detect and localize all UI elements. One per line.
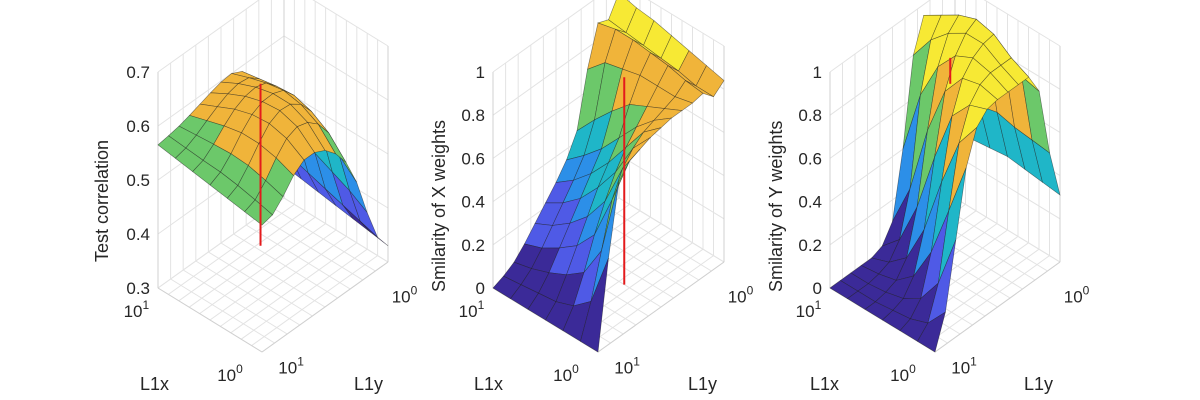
l1y-tick-label: 100 bbox=[728, 284, 754, 307]
l1y-tick-label: 101 bbox=[614, 355, 640, 378]
panel-x-weights: 0 0.2 0.4 0.6 0.8 1 101 100 101 100 Smilarity of … bbox=[429, 0, 754, 394]
box-edge bbox=[261, 261, 389, 353]
floor-grid-line bbox=[220, 235, 347, 327]
z-tick-label: 0.6 bbox=[126, 117, 150, 136]
l1x-tick-label: 100 bbox=[553, 362, 579, 385]
floor-grid-line bbox=[271, 206, 376, 272]
floor-grid-line bbox=[258, 215, 364, 281]
floor-grid-line bbox=[233, 233, 338, 299]
panel-0-xlabel: L1x bbox=[140, 374, 169, 394]
z-tick-label: 0 bbox=[813, 279, 822, 298]
panel-1-surface bbox=[492, 0, 725, 353]
panel-2-surface bbox=[829, 14, 1061, 353]
l1y-tick-label: 100 bbox=[1064, 284, 1090, 307]
surface-patch bbox=[917, 311, 946, 353]
wall-grid-line bbox=[157, 0, 389, 73]
box-edge bbox=[597, 261, 725, 353]
l1x-tick-label: 101 bbox=[459, 298, 485, 321]
panel-y-weights: 0 0.2 0.4 0.6 0.8 1 101 100 101 100 Smilarity of … bbox=[766, 0, 1090, 394]
panel-0-gridlines bbox=[157, 0, 389, 353]
l1x-tick-label: 100 bbox=[890, 362, 916, 385]
panel-1-xlabel: L1x bbox=[474, 374, 503, 394]
z-tick-label: 1 bbox=[476, 63, 485, 82]
l1x-tick-label: 101 bbox=[124, 298, 150, 321]
panel-2-ticks: 0 0.2 0.4 0.6 0.8 1 101 100 101 100 bbox=[796, 63, 1090, 385]
z-tick-label: 0.8 bbox=[461, 106, 485, 125]
floor-grid-line bbox=[606, 206, 712, 272]
panel-2-ylabel: Smilarity of Y weights bbox=[766, 121, 786, 292]
l1x-tick-label: 100 bbox=[217, 362, 243, 385]
z-tick-label: 0.6 bbox=[461, 149, 485, 168]
l1y-tick-label: 101 bbox=[278, 355, 304, 378]
z-tick-label: 0.7 bbox=[126, 63, 150, 82]
l1x-tick-label: 101 bbox=[796, 298, 822, 321]
panel-0-l1y-label: L1y bbox=[354, 374, 383, 394]
z-tick-label: 0.2 bbox=[461, 236, 485, 255]
panel-test-correlation: 0.3 0.4 0.5 0.6 0.7 101 100 101 100 Test correla… bbox=[92, 0, 418, 394]
panel-0-ylabel: Test correlation bbox=[92, 140, 112, 262]
floor-grid-line bbox=[924, 255, 1050, 347]
wall-grid-line bbox=[492, 0, 725, 73]
l1y-tick-label: 100 bbox=[392, 284, 418, 307]
z-tick-label: 0 bbox=[476, 279, 485, 298]
l1y-tick-label: 101 bbox=[951, 355, 977, 378]
z-tick-label: 0.8 bbox=[798, 106, 822, 125]
z-tick-label: 1 bbox=[813, 63, 822, 82]
floor-grid-line bbox=[942, 206, 1048, 272]
panel-0-ticks: 0.3 0.4 0.5 0.6 0.7 101 100 101 100 bbox=[124, 63, 418, 385]
floor-grid-line bbox=[240, 248, 368, 340]
z-tick-label: 0.4 bbox=[126, 225, 150, 244]
floor-grid-line bbox=[245, 224, 351, 290]
box-edge bbox=[934, 261, 1061, 353]
panel-2-l1y-label: L1y bbox=[1024, 374, 1053, 394]
panel-1-ylabel: Smilarity of X weights bbox=[429, 120, 449, 292]
panel-0-surface bbox=[157, 71, 389, 247]
z-tick-label: 0.5 bbox=[126, 171, 150, 190]
z-tick-label: 0.2 bbox=[798, 236, 822, 255]
panel-1-l1y-label: L1y bbox=[688, 374, 717, 394]
panel-1-ticks: 0 0.2 0.4 0.6 0.8 1 101 100 101 100 bbox=[459, 63, 754, 385]
box-edge bbox=[157, 287, 263, 353]
wall-grid-line bbox=[829, 0, 1061, 73]
surface-patch bbox=[580, 257, 609, 353]
floor-grid-line bbox=[587, 255, 714, 347]
z-tick-label: 0.4 bbox=[461, 193, 485, 212]
z-tick-label: 0.4 bbox=[798, 193, 822, 212]
panel-2-xlabel: L1x bbox=[810, 374, 839, 394]
floor-grid-line bbox=[251, 255, 378, 347]
surface-patch bbox=[244, 199, 273, 226]
z-tick-label: 0.6 bbox=[798, 149, 822, 168]
z-tick-label: 0.3 bbox=[126, 279, 150, 298]
floor-grid-line bbox=[220, 242, 326, 308]
floor-grid-line bbox=[230, 242, 358, 334]
